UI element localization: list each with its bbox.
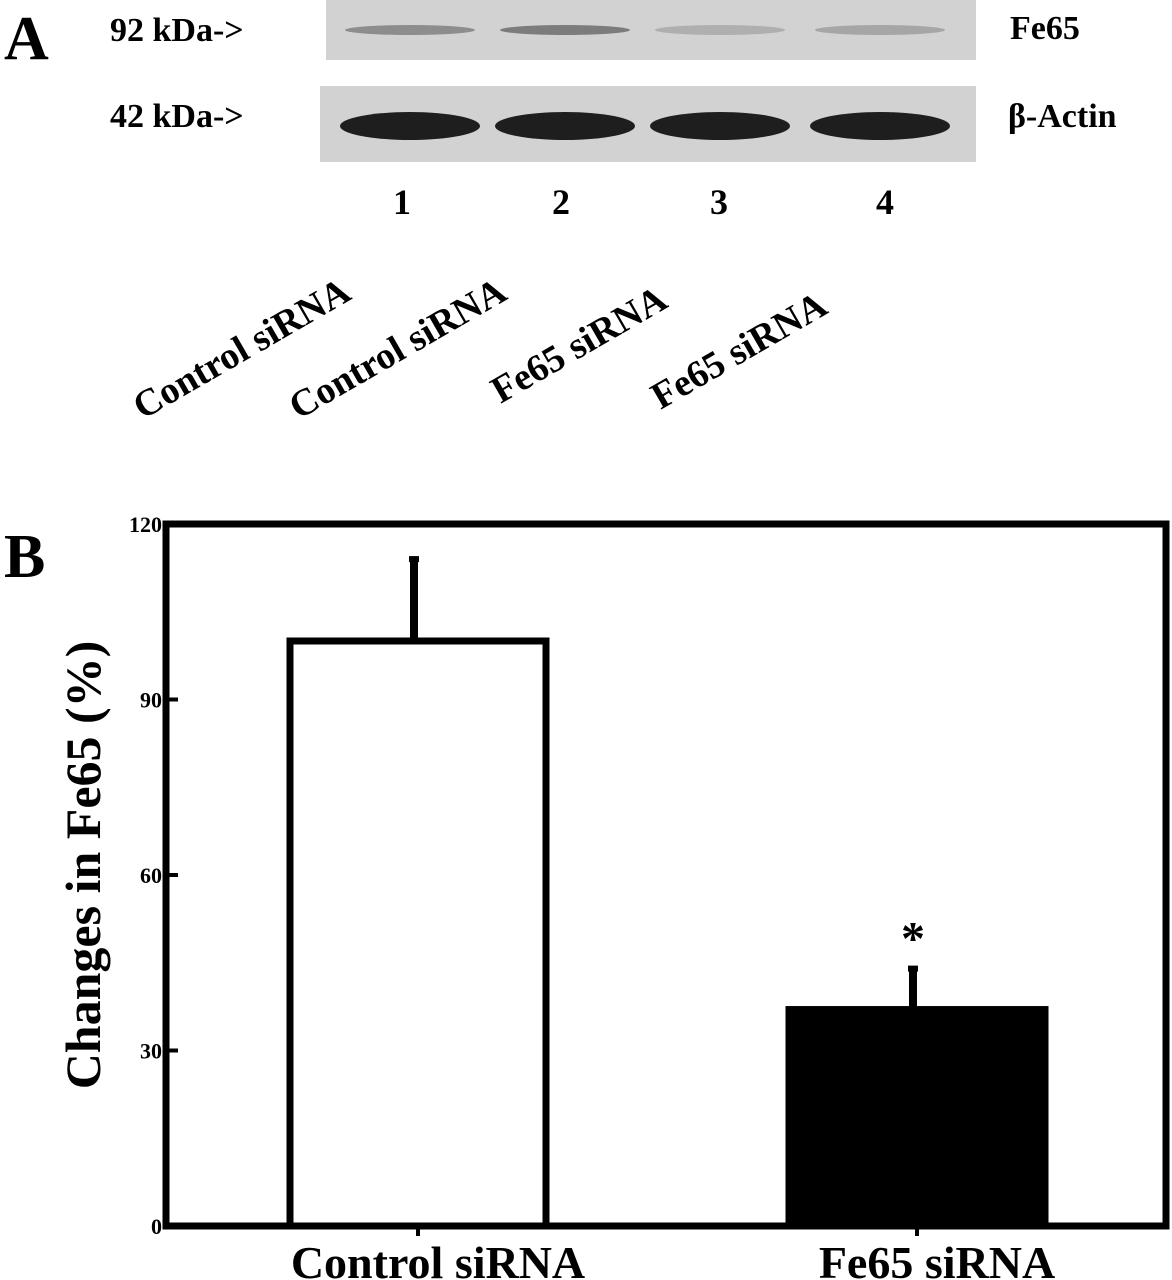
- lane-number-4: 4: [876, 182, 894, 222]
- lane-label-3: Fe65 siRNA: [484, 277, 675, 412]
- y-tick-label: 0: [151, 1214, 162, 1239]
- band-fe65-lane-2: [500, 25, 630, 35]
- bar-1: [286, 637, 550, 1230]
- x-category-label-1: Control siRNA: [291, 1237, 585, 1280]
- blot-actin: [320, 86, 976, 162]
- protein-label-fe65: Fe65: [1010, 10, 1080, 47]
- y-tick-label: 120: [129, 512, 162, 537]
- band-fe65-lane-4: [815, 25, 945, 35]
- lane-number-1: 1: [393, 182, 411, 222]
- band-actin-lane-1: [340, 112, 480, 140]
- x-category-label-2: Fe65 siRNA: [819, 1237, 1055, 1280]
- lane-number-2: 2: [552, 182, 570, 222]
- lane-number-3: 3: [710, 182, 728, 222]
- band-actin-lane-2: [495, 112, 635, 140]
- marker-42kda: 42 kDa->: [110, 98, 244, 135]
- significance-marker: *: [901, 913, 925, 966]
- y-axis-label: Changes in Fe65 (%): [55, 641, 111, 1090]
- band-actin-lane-3: [650, 112, 790, 140]
- band-fe65-lane-1: [345, 25, 475, 35]
- band-actin-lane-4: [810, 112, 950, 140]
- y-tick-label: 60: [140, 863, 162, 888]
- y-tick-label: 90: [140, 688, 162, 713]
- y-tick-label: 30: [140, 1039, 162, 1064]
- bar-chart: 0 30 60 90 120 Control siRNA * Fe65 siRNA Change…: [55, 512, 1170, 1280]
- lane-label-4: Fe65 siRNA: [644, 283, 835, 418]
- band-fe65-lane-3: [655, 25, 785, 35]
- panel-a-letter: A: [4, 5, 49, 73]
- marker-92kda: 92 kDa->: [110, 12, 244, 49]
- protein-label-actin: β-Actin: [1008, 98, 1117, 135]
- bar-2: [785, 1006, 1049, 1230]
- panel-b-letter: B: [4, 523, 46, 591]
- blot-fe65: [326, 0, 976, 60]
